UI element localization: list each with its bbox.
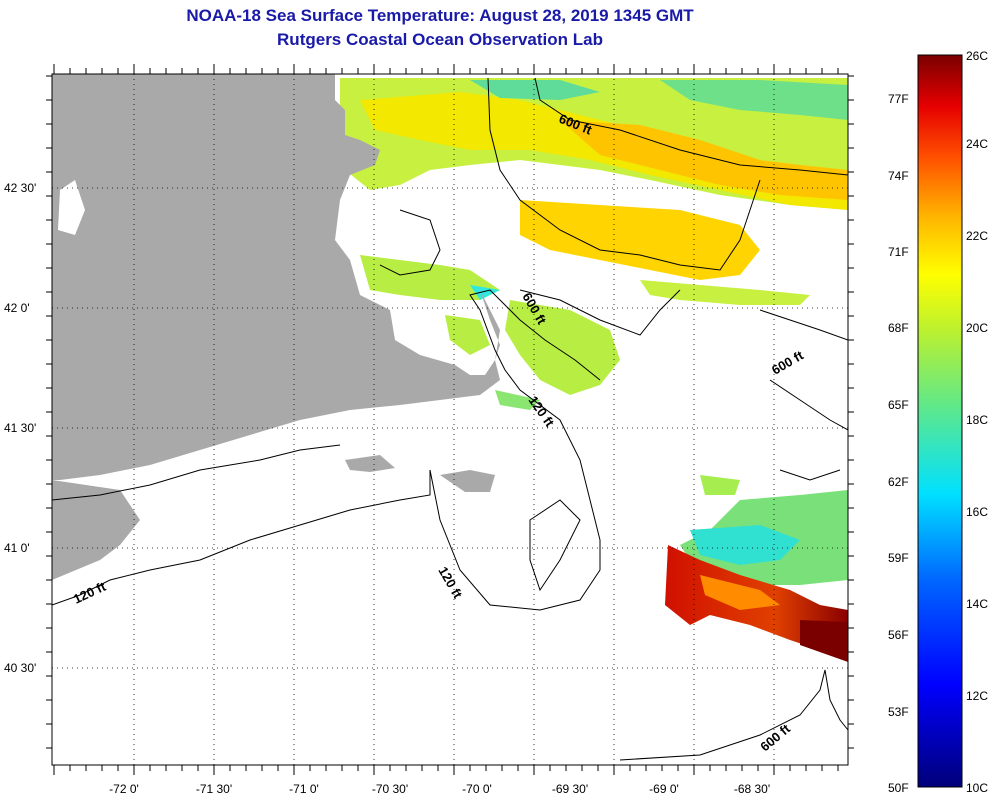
lon-tick-label: -70 0' (462, 782, 492, 796)
colorbar-celsius-label: 14C (966, 597, 988, 611)
lat-tick-label: 42 0' (4, 301, 30, 315)
latitude-labels: 42 30' 42 0' 41 30' 41 0' 40 30' (4, 181, 36, 675)
land-layer (52, 74, 500, 580)
lon-tick-label: -69 0' (649, 782, 679, 796)
longitude-labels: -72 0' -71 30' -71 0' -70 30' -70 0' -69… (109, 782, 770, 796)
colorbar: 26C 24C 22C 20C 18C 16C 14C 12C 10C 77F … (888, 49, 988, 795)
colorbar-celsius-label: 20C (966, 321, 988, 335)
lat-tick-label: 40 30' (4, 661, 36, 675)
lat-tick-label: 41 0' (4, 541, 30, 555)
colorbar-celsius-label: 12C (966, 689, 988, 703)
colorbar-celsius-label: 10C (966, 781, 988, 795)
lat-tick-label: 42 30' (4, 181, 36, 195)
lon-tick-label: -72 0' (109, 782, 139, 796)
sst-data-layer (340, 78, 848, 662)
colorbar-celsius-label: 24C (966, 137, 988, 151)
lon-tick-label: -71 30' (196, 782, 232, 796)
colorbar-fahrenheit-label: 71F (888, 245, 909, 259)
map-subtitle: Rutgers Coastal Ocean Observation Lab (277, 30, 603, 49)
graticule (52, 74, 848, 765)
colorbar-fahrenheit-label: 65F (888, 398, 909, 412)
lon-tick-label: -69 30' (552, 782, 588, 796)
lon-tick-label: -70 30' (372, 782, 408, 796)
colorbar-fahrenheit-label: 68F (888, 321, 909, 335)
colorbar-fahrenheit-label: 74F (888, 169, 909, 183)
axis-ticks (46, 64, 854, 775)
lon-tick-label: -71 0' (289, 782, 319, 796)
colorbar-fahrenheit-label: 77F (888, 92, 909, 106)
colorbar-fahrenheit-label: 59F (888, 551, 909, 565)
depth-contours (52, 77, 848, 761)
colorbar-gradient (917, 54, 963, 788)
lon-tick-label: -68 30' (734, 782, 770, 796)
colorbar-celsius-label: 26C (966, 49, 988, 63)
colorbar-celsius-label: 18C (966, 413, 988, 427)
colorbar-celsius-label: 22C (966, 229, 988, 243)
colorbar-fahrenheit-label: 50F (888, 781, 909, 795)
map-title: NOAA-18 Sea Surface Temperature: August … (186, 6, 694, 25)
colorbar-fahrenheit-label: 56F (888, 628, 909, 642)
colorbar-fahrenheit-label: 62F (888, 475, 909, 489)
colorbar-celsius-label: 16C (966, 505, 988, 519)
lat-tick-label: 41 30' (4, 421, 36, 435)
colorbar-fahrenheit-label: 53F (888, 705, 909, 719)
